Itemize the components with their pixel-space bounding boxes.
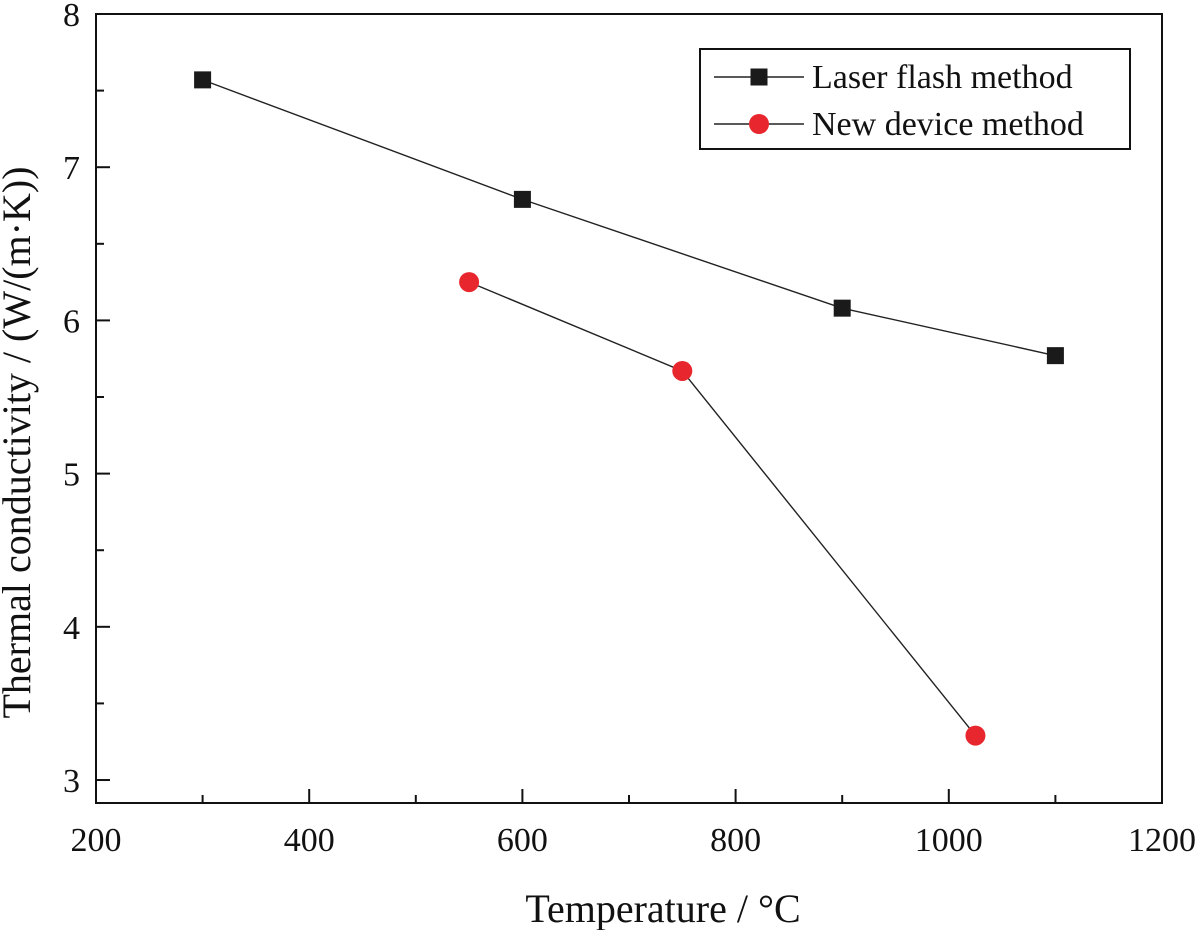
series-1-point [194,71,212,89]
x-tick-label: 600 [497,822,548,859]
series-line-1 [202,79,1056,357]
legend-label-1: Laser flash method [812,59,1073,96]
y-tick-label: 8 [63,0,80,34]
y-tick-label: 4 [63,610,80,647]
y-tick-label: 5 [63,457,80,494]
legend-marker-1 [750,68,768,86]
legend: Laser flash method New device method [699,48,1131,150]
y-tick-label: 3 [63,763,80,800]
x-tick-label: 800 [710,822,761,859]
x-tick-label: 200 [71,822,122,859]
series-1-point [513,190,531,208]
y-axis-title: Thermal conductivity / (W/(m·K)) [0,166,39,718]
series-line-2 [468,281,976,737]
y-tick-label: 6 [63,303,80,340]
x-axis-title: Temperature / °C [525,886,800,930]
x-tick-label: 1000 [915,822,983,859]
y-tick-label: 7 [63,150,80,187]
series-2-point [965,725,986,746]
x-tick-label: 400 [284,822,335,859]
legend-box [699,48,1131,150]
x-tick-label: 1200 [1128,822,1196,859]
series-1-point [833,299,851,317]
series-2-point [459,272,480,293]
legend-marker-2 [749,114,769,134]
series-1-point [1046,347,1064,365]
series-2-point [672,360,693,381]
legend-label-2: New device method [812,106,1084,143]
